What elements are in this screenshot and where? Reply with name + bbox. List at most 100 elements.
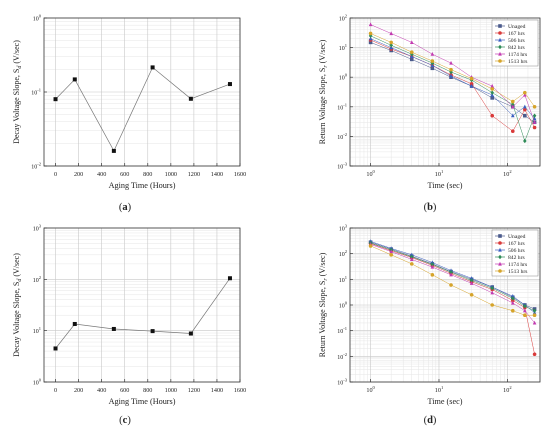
data-point bbox=[409, 50, 414, 54]
series-line bbox=[370, 241, 535, 310]
y-tick-label: 10-1 bbox=[31, 88, 41, 97]
tick-base: 10 bbox=[337, 381, 343, 387]
x-tick-label: 600 bbox=[120, 387, 129, 394]
series-line bbox=[370, 242, 535, 311]
tick-exponent: -1 bbox=[343, 102, 347, 107]
series-line bbox=[55, 66, 231, 152]
tick-base: 10 bbox=[339, 278, 345, 284]
caption-letter: c bbox=[123, 415, 128, 426]
legend-marker bbox=[498, 59, 502, 63]
series-line bbox=[370, 39, 535, 132]
legend-label: 842 hrs bbox=[508, 45, 525, 51]
series-line bbox=[370, 38, 535, 119]
tick-exponent: 0 bbox=[345, 301, 348, 306]
data-point bbox=[510, 308, 515, 313]
data-point bbox=[409, 257, 414, 261]
major-grid bbox=[44, 227, 241, 383]
y-tick-label: 10-3 bbox=[337, 162, 347, 171]
tick-exponent: -2 bbox=[343, 352, 347, 357]
data-point bbox=[523, 107, 527, 112]
data-point bbox=[409, 40, 414, 44]
x-tick-label: 800 bbox=[143, 171, 152, 178]
y-label-unit: (V/sec) bbox=[318, 252, 327, 278]
tick-exponent: 3 bbox=[345, 224, 348, 229]
series-0 bbox=[53, 65, 232, 153]
tick-exponent: 0 bbox=[39, 378, 42, 383]
tick-exponent: 1 bbox=[345, 43, 347, 48]
tick-base: 10 bbox=[339, 17, 345, 23]
y-label-unit: (V/sec) bbox=[12, 40, 21, 66]
tick-base: 10 bbox=[31, 91, 37, 97]
y-label-main: Return Voltage Slope, S bbox=[318, 68, 327, 145]
data-point bbox=[490, 96, 494, 100]
data-point bbox=[368, 22, 373, 27]
x-tick-label: 1600 bbox=[234, 171, 246, 178]
legend-label: Unaged bbox=[508, 24, 526, 30]
tick-base: 10 bbox=[31, 165, 37, 171]
tick-exponent: 0 bbox=[39, 14, 42, 19]
legend-marker bbox=[498, 241, 502, 245]
grid bbox=[44, 21, 240, 144]
y-axis-label: Decay Voltage Slope, Sd (V/sec) bbox=[12, 40, 23, 144]
y-tick-label: 10-1 bbox=[337, 102, 347, 111]
series-line bbox=[370, 241, 535, 313]
data-point bbox=[510, 99, 515, 104]
series-line bbox=[370, 243, 535, 355]
panel-caption: (d) bbox=[424, 415, 437, 426]
y-tick-label: 10-3 bbox=[337, 378, 347, 387]
x-tick-label: 102 bbox=[503, 169, 511, 178]
data-point bbox=[409, 57, 414, 62]
y-label-subscript: r bbox=[323, 278, 329, 281]
data-point bbox=[510, 129, 515, 133]
x-tick-label: 600 bbox=[120, 171, 129, 178]
caption-close: ) bbox=[127, 415, 131, 426]
panel-c: 0 200 400 600 800 1000 1200 1400 160010310210110… bbox=[12, 224, 246, 427]
data-point bbox=[150, 329, 155, 334]
series-line bbox=[370, 244, 535, 324]
y-tick-label: 101 bbox=[339, 275, 347, 284]
caption-open: ( bbox=[119, 202, 123, 213]
x-tick-label: 1600 bbox=[234, 387, 246, 394]
legend-label: Unaged bbox=[508, 234, 526, 240]
tick-base: 10 bbox=[337, 329, 343, 335]
legend-marker bbox=[498, 24, 502, 28]
y-tick-label: 10-2 bbox=[337, 352, 347, 361]
series-line bbox=[370, 35, 535, 142]
legend-label: 1174 hrs bbox=[508, 52, 527, 58]
tick-exponent: 2 bbox=[39, 275, 41, 280]
x-tick-label: 400 bbox=[97, 171, 106, 178]
data-point bbox=[449, 73, 453, 78]
y-tick-label: 101 bbox=[339, 43, 347, 52]
series-5 bbox=[368, 244, 537, 318]
data-point bbox=[469, 81, 474, 86]
y-tick-label: 10-2 bbox=[31, 162, 41, 171]
plot-frame bbox=[43, 227, 241, 383]
x-tick-label: 102 bbox=[503, 385, 511, 394]
data-point bbox=[490, 303, 494, 307]
x-tick-label: 1200 bbox=[188, 171, 200, 178]
data-point bbox=[368, 40, 373, 45]
data-point bbox=[490, 83, 494, 88]
tick-base: 10 bbox=[337, 105, 343, 111]
legend-marker bbox=[498, 269, 502, 273]
series-line bbox=[370, 245, 535, 316]
tick-base: 10 bbox=[337, 355, 343, 361]
tick-base: 10 bbox=[33, 17, 39, 23]
data-point bbox=[72, 321, 77, 326]
x-tick-label: 1000 bbox=[165, 171, 177, 178]
data-point bbox=[469, 276, 474, 280]
x-tick-label: 0 bbox=[54, 171, 57, 178]
y-label-subscript: d bbox=[17, 278, 23, 282]
tick-exponent: 0 bbox=[373, 169, 376, 174]
x-tick-label: 1400 bbox=[211, 171, 223, 178]
tick-exponent: -3 bbox=[343, 378, 347, 383]
data-point bbox=[523, 90, 527, 95]
tick-exponent: -2 bbox=[343, 132, 347, 137]
data-point bbox=[150, 65, 155, 70]
tick-exponent: 1 bbox=[345, 275, 347, 280]
data-point bbox=[430, 264, 435, 269]
data-point bbox=[430, 262, 435, 267]
